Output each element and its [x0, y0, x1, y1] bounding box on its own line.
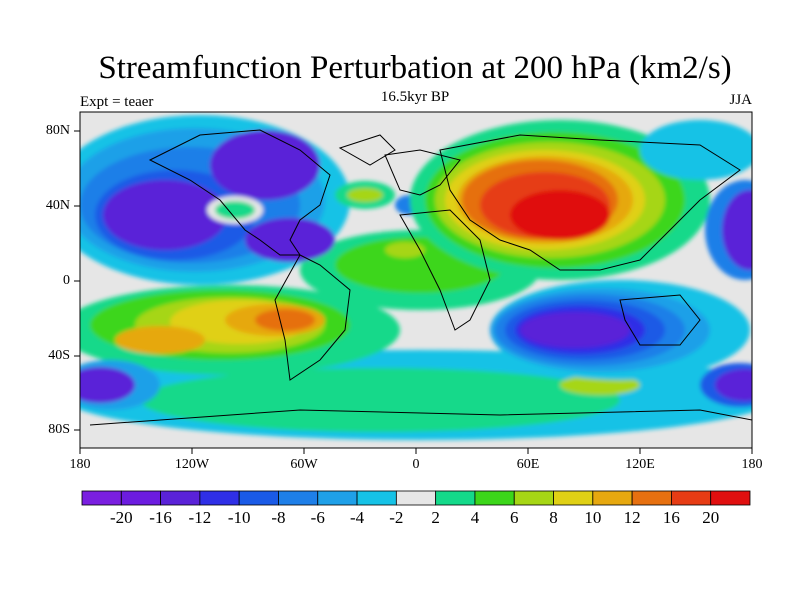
lon-label-120e: 120E — [625, 457, 655, 472]
colorbar-box — [395, 490, 437, 506]
colorbar-label: -10 — [227, 508, 251, 527]
contour-field — [80, 112, 752, 448]
colorbar-box — [120, 490, 161, 506]
colorbar-box — [81, 490, 122, 506]
colorbar-box — [710, 490, 751, 506]
colorbar-label: 4 — [470, 508, 480, 527]
colorbar-label: 8 — [549, 508, 558, 527]
colorbar-box — [317, 490, 358, 506]
colorbar-box — [631, 490, 672, 506]
colorbar-box — [278, 490, 319, 506]
lat-label-80n: 80N — [45, 123, 70, 138]
lon-label-60w: 60W — [290, 457, 318, 472]
plot-title: Streamfunction Perturbation at 200 hPa (… — [98, 50, 732, 86]
lon-label-120w: 120W — [174, 457, 210, 472]
colorbar-label: 20 — [702, 508, 720, 527]
lon-label-0: 0 — [412, 457, 420, 472]
lon-label-60e: 60E — [516, 457, 540, 472]
colorbar-label: 12 — [623, 508, 641, 527]
center-subtitle: 16.5kyr BP — [380, 89, 450, 105]
colorbar-box — [513, 490, 554, 506]
colorbar-label: 10 — [584, 508, 602, 527]
lat-label-0: 0 — [63, 273, 70, 288]
colorbar-box — [199, 490, 240, 506]
colorbar-box — [592, 490, 633, 506]
colorbar — [81, 490, 751, 506]
colorbar-label: 16 — [662, 508, 680, 527]
lat-label-40s: 40S — [48, 348, 70, 363]
coastlines — [89, 129, 752, 426]
colorbar-box — [435, 490, 476, 506]
lon-label-180w: 180 — [69, 457, 91, 472]
colorbar-box — [474, 490, 515, 506]
colorbar-label: 2 — [431, 508, 440, 527]
colorbar-label: -6 — [310, 508, 325, 527]
colorbar-box — [553, 490, 594, 506]
colorbar-label: -16 — [149, 508, 172, 527]
lat-label-40n: 40N — [45, 198, 70, 213]
colorbar-box — [356, 490, 397, 506]
colorbar-box — [671, 490, 712, 506]
colorbar-label: -12 — [188, 508, 212, 527]
lon-label-180e: 180 — [741, 457, 763, 472]
season-label: JJA — [729, 92, 752, 108]
lat-label-80s: 80S — [48, 422, 70, 437]
colorbar-label: -4 — [349, 508, 365, 527]
colorbar-box — [160, 490, 201, 506]
colorbar-label: -20 — [109, 508, 133, 527]
axis-ticks — [74, 130, 753, 454]
colorbar-label: -2 — [389, 508, 404, 527]
colorbar-box — [238, 490, 279, 506]
colorbar-label: -8 — [271, 508, 286, 527]
experiment-label: Expt = teaer — [80, 94, 154, 110]
colorbar-label: 6 — [509, 508, 519, 527]
